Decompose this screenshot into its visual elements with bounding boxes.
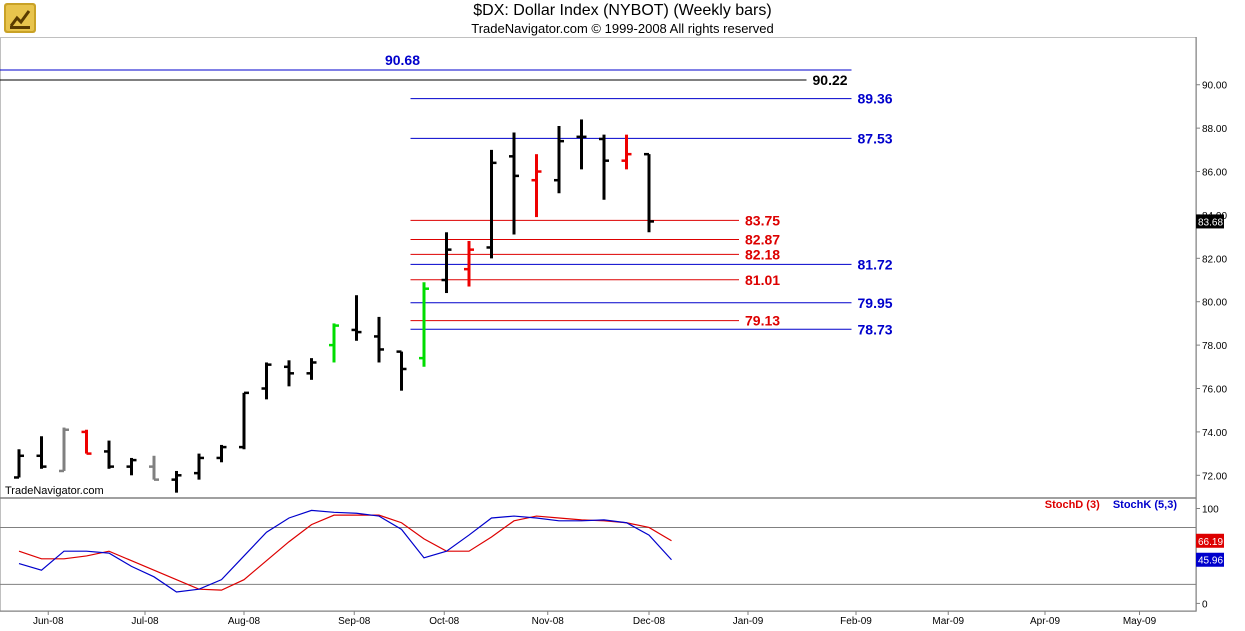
ohlc-bar — [396, 350, 407, 391]
price-y-tick-label: 78.00 — [1202, 341, 1227, 352]
stoch-last-tag-label: 45.96 — [1198, 556, 1223, 567]
level-label: 81.72 — [858, 256, 893, 272]
watermark-text: TradeNavigator.com — [5, 485, 104, 497]
stochastic-legend: StochD (3) StochK (5,3) — [1035, 499, 1177, 511]
last-price-tag-label: 83.68 — [1198, 217, 1223, 228]
stoch-last-tag — [1196, 533, 1224, 548]
ohlc-bar — [216, 444, 227, 463]
ohlc-bar — [509, 132, 519, 235]
price-y-tick-label: 72.00 — [1202, 471, 1227, 482]
ohlc-bar — [599, 134, 609, 200]
stoch-last-tag — [1196, 552, 1224, 567]
x-tick-label: Dec-08 — [633, 616, 666, 627]
chart-subtitle: TradeNavigator.com © 1999-2008 All right… — [471, 21, 774, 36]
price-y-tick-label: 80.00 — [1202, 298, 1227, 309]
plot-frame — [0, 37, 1197, 612]
x-tick-label: Sep-08 — [338, 616, 371, 627]
stoch-line-d — [18, 514, 672, 591]
legend-stochd: StochD (3) — [1044, 499, 1100, 511]
last-price-tag — [1196, 214, 1224, 229]
ohlc-bar — [576, 119, 587, 170]
level-label: 87.53 — [858, 130, 893, 146]
x-tick-label: Feb-09 — [840, 616, 872, 627]
ohlc-bar — [284, 360, 294, 387]
ohlc-bar — [149, 455, 159, 481]
ohlc-bar — [81, 429, 92, 455]
tradenavigator-logo-icon — [4, 3, 36, 33]
stoch-y-tick-label: 100 — [1202, 504, 1219, 515]
stoch-line-k — [18, 509, 672, 593]
ohlc-bar — [419, 282, 429, 367]
ohlc-bar — [644, 152, 654, 233]
level-label: 78.73 — [858, 321, 893, 337]
legend-stochk: StochK (5,3) — [1112, 499, 1177, 511]
ohlc-bar — [14, 449, 24, 479]
ohlc-bar — [59, 427, 69, 473]
chart-title: $DX: Dollar Index (NYBOT) (Weekly bars) — [473, 2, 772, 19]
x-tick-label: Nov-08 — [532, 616, 565, 627]
ohlc-bar — [194, 453, 204, 480]
price-y-tick-label: 90.00 — [1202, 81, 1227, 92]
ohlc-bar — [441, 232, 452, 294]
x-tick-label: Mar-09 — [932, 616, 964, 627]
level-label: 90.68 — [385, 52, 420, 68]
stoch-last-tag-label: 66.19 — [1198, 537, 1223, 548]
ohlc-bar — [486, 149, 497, 259]
level-label: 82.18 — [745, 246, 780, 262]
ohlc-bar — [239, 391, 249, 450]
level-label: 83.75 — [745, 212, 780, 228]
price-y-tick-label: 74.00 — [1202, 428, 1227, 439]
x-tick-label: Jan-09 — [733, 616, 764, 627]
level-label: 79.13 — [745, 313, 780, 329]
ohlc-bar — [374, 316, 384, 363]
x-tick-label: Jun-08 — [33, 616, 64, 627]
level-label: 82.87 — [745, 231, 780, 247]
ohlc-bar — [104, 440, 114, 469]
ohlc-bar — [621, 134, 632, 170]
price-y-tick-label: 82.00 — [1202, 254, 1227, 265]
ohlc-bar — [261, 362, 272, 400]
ohlc-bar — [531, 154, 542, 218]
x-tick-label: Apr-09 — [1030, 616, 1060, 627]
ohlc-bar — [36, 436, 47, 469]
ohlc-bar — [464, 240, 474, 287]
x-tick-label: Jul-08 — [131, 616, 159, 627]
x-tick-label: Oct-08 — [429, 616, 459, 627]
stoch-y-tick-label: 0 — [1202, 599, 1208, 610]
price-y-tick-label: 76.00 — [1202, 385, 1227, 396]
level-label: 89.36 — [858, 91, 893, 107]
level-label: 81.01 — [745, 272, 780, 288]
x-tick-label: Aug-08 — [228, 616, 261, 627]
ohlc-bar — [126, 457, 137, 476]
ohlc-bar — [351, 295, 362, 341]
level-label: 90.22 — [813, 72, 848, 88]
level-label: 79.95 — [858, 295, 893, 311]
ohlc-bar — [171, 470, 182, 493]
x-tick-label: May-09 — [1123, 616, 1157, 627]
price-y-tick-label: 86.00 — [1202, 168, 1227, 179]
ohlc-bar — [554, 125, 564, 194]
ohlc-bar — [329, 323, 339, 363]
ohlc-bar — [306, 358, 317, 380]
price-y-tick-label: 88.00 — [1202, 124, 1227, 135]
